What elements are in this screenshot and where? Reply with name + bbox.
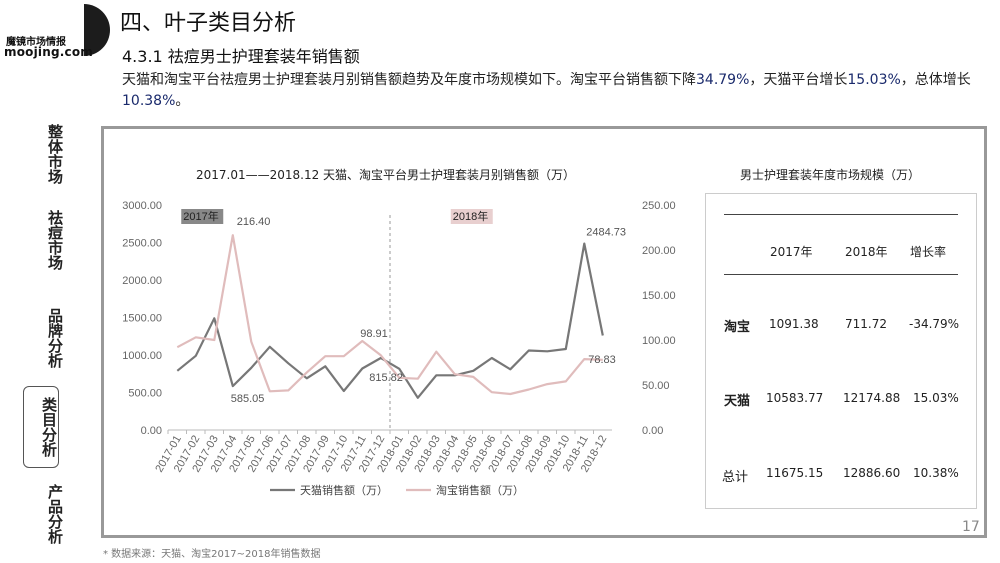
table-cell: 10583.77: [766, 391, 824, 405]
period-label-2018: 2018年: [453, 209, 488, 223]
y-axis-right-tick-label: 250.00: [642, 200, 676, 212]
page-number: 17: [962, 519, 980, 535]
table-cell: 12174.88: [843, 391, 901, 405]
table-cell: 11675.15: [766, 466, 824, 480]
desc-value-tmall: 15.03%: [847, 72, 901, 88]
data-label: 216.40: [237, 216, 271, 228]
table-row-label-taobao: 淘宝: [724, 320, 751, 335]
nav-item-product-analysis[interactable]: 产品分析: [46, 484, 64, 544]
data-label: 585.05: [231, 393, 265, 405]
table-header-rule: [724, 274, 958, 275]
y-axis-right-tick-label: 100.00: [642, 335, 676, 347]
table-row-label-total: 总计: [722, 470, 749, 485]
y-axis-left-tick-label: 2500.00: [122, 238, 162, 250]
data-label: 78.83: [588, 354, 616, 366]
y-axis-left-tick-label: 500.00: [128, 388, 162, 400]
table-cell: 711.72: [845, 317, 887, 331]
table-row-label-tmall: 天猫: [724, 394, 751, 409]
period-label-bg: [181, 209, 224, 224]
y-axis-right-tick-label: 200.00: [642, 245, 676, 257]
nav-item-brand-analysis[interactable]: 品牌分析: [46, 308, 64, 368]
y-axis-left-tick-label: 3000.00: [122, 200, 162, 212]
desc-value-total: 10.38%: [122, 93, 176, 109]
data-source-note: * 数据来源：天猫、淘宝2017~2018年销售数据: [103, 549, 321, 560]
period-label-2017: 2017年: [183, 209, 218, 223]
data-label: 815.82: [369, 372, 403, 384]
table-cell: 1091.38: [769, 317, 819, 331]
y-axis-left-tick-label: 1500.00: [122, 313, 162, 325]
desc-text-3: ，总体增长: [900, 72, 971, 88]
brand-domain: moojing.com: [4, 45, 93, 59]
nav-item-category-analysis[interactable]: 类目分析: [23, 386, 59, 468]
data-label: 98.91: [360, 328, 388, 340]
y-axis-right-tick-label: 0.00: [642, 425, 663, 437]
desc-text-1: 天猫和淘宝平台祛痘男士护理套装月别销售额趋势及年度市场规模如下。淘宝平台销售额下…: [122, 72, 696, 88]
sidebar: 魔镜市场情报 moojing.com 整体市场 祛痘市场 品牌分析 类目分析 产…: [0, 0, 110, 563]
y-axis-left-tick-label: 0.00: [141, 425, 162, 437]
table-title: 男士护理套装年度市场规模（万）: [740, 168, 921, 182]
nav-item-overall-market[interactable]: 整体市场: [46, 124, 64, 184]
period-label-bg: [450, 209, 493, 224]
y-axis-right-tick-label: 50.00: [642, 380, 670, 392]
legend-label-taobao: 淘宝销售额（万）: [436, 483, 524, 497]
table-top-rule: [724, 214, 958, 215]
table-cell: 10.38%: [913, 466, 959, 480]
table-cell: 15.03%: [913, 391, 959, 405]
brand-name: 魔镜市场情报: [6, 37, 66, 48]
description: 天猫和淘宝平台祛痘男士护理套装月别销售额趋势及年度市场规模如下。淘宝平台销售额下…: [122, 70, 988, 112]
nav-item-acne-market[interactable]: 祛痘市场: [46, 210, 64, 270]
tmall-series-line: [176, 242, 604, 399]
y-axis-left-tick-label: 1000.00: [122, 350, 162, 362]
table-cell: -34.79%: [909, 317, 960, 331]
table-header-growth: 增长率: [910, 245, 947, 259]
y-axis-right-tick-label: 150.00: [642, 290, 676, 302]
page-title: 四、叶子类目分析: [120, 11, 297, 36]
desc-text-4: 。: [175, 93, 190, 109]
table-box: [705, 193, 977, 509]
chart-title: 2017.01——2018.12 天猫、淘宝平台男士护理套装月别销售额（万）: [196, 168, 576, 182]
line-chart: 0.00 500.00 1000.00 1500.00 2000.00 2500.00 30…: [122, 200, 676, 497]
y-axis-left-tick-label: 2000.00: [122, 275, 162, 287]
desc-value-taobao: 34.79%: [696, 72, 750, 88]
table-cell: 12886.60: [843, 466, 901, 480]
section-subtitle: 4.3.1 祛痘男士护理套装年销售额: [122, 47, 360, 66]
table-header-2017: 2017年: [770, 245, 813, 259]
taobao-series-line: [176, 234, 603, 396]
data-label: 2484.73: [586, 227, 626, 239]
table-header-2018: 2018年: [845, 245, 888, 259]
desc-text-2: ，天猫平台增长: [749, 72, 848, 88]
legend-label-tmall: 天猫销售额（万）: [300, 483, 388, 497]
